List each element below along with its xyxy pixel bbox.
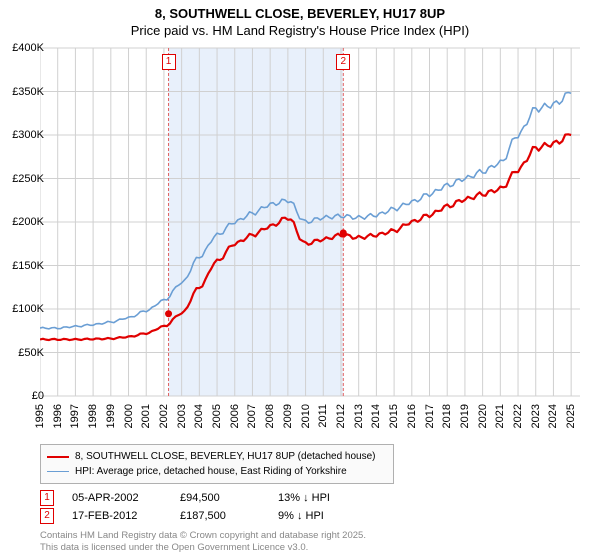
- ytick-label: £0: [32, 390, 44, 402]
- legend-item: HPI: Average price, detached house, East…: [47, 464, 387, 479]
- event-price: £187,500: [180, 508, 260, 526]
- event-marker: 1: [40, 490, 54, 506]
- xtick-label: 2012: [335, 404, 347, 428]
- xtick-label: 2009: [282, 404, 294, 428]
- xtick-label: 2003: [176, 404, 188, 428]
- xtick-label: 1998: [87, 404, 99, 428]
- title-line2: Price paid vs. HM Land Registry's House …: [0, 23, 600, 38]
- xtick-label: 2007: [246, 404, 258, 428]
- footer-line1: Contains HM Land Registry data © Crown c…: [40, 530, 366, 542]
- event-row: 2 17-FEB-2012 £187,500 9% ↓ HPI: [40, 508, 368, 526]
- ytick-label: £50K: [18, 347, 44, 359]
- event-diff: 13% ↓ HPI: [278, 490, 368, 508]
- xtick-label: 2001: [140, 404, 152, 428]
- chart-area: [40, 44, 588, 400]
- xtick-label: 1996: [52, 404, 64, 428]
- legend: 8, SOUTHWELL CLOSE, BEVERLEY, HU17 8UP (…: [40, 444, 394, 484]
- legend-label: 8, SOUTHWELL CLOSE, BEVERLEY, HU17 8UP (…: [75, 449, 376, 464]
- xtick-label: 2002: [158, 404, 170, 428]
- event-row: 1 05-APR-2002 £94,500 13% ↓ HPI: [40, 490, 368, 508]
- event-date: 17-FEB-2012: [72, 508, 162, 526]
- xtick-label: 1999: [105, 404, 117, 428]
- xtick-label: 2022: [512, 404, 524, 428]
- event-price: £94,500: [180, 490, 260, 508]
- xtick-label: 2016: [406, 404, 418, 428]
- chart-container: 8, SOUTHWELL CLOSE, BEVERLEY, HU17 8UP P…: [0, 0, 600, 560]
- event-marker: 2: [40, 508, 54, 524]
- annotation-marker: 2: [336, 54, 350, 70]
- xtick-label: 2006: [229, 404, 241, 428]
- xtick-label: 2014: [370, 404, 382, 428]
- xtick-label: 2015: [388, 404, 400, 428]
- footer-line2: This data is licensed under the Open Gov…: [40, 542, 366, 554]
- xtick-label: 2004: [193, 404, 205, 428]
- legend-swatch: [47, 456, 69, 458]
- ytick-label: £100K: [12, 303, 44, 315]
- legend-item: 8, SOUTHWELL CLOSE, BEVERLEY, HU17 8UP (…: [47, 449, 387, 464]
- footer: Contains HM Land Registry data © Crown c…: [40, 530, 366, 554]
- xtick-label: 2019: [459, 404, 471, 428]
- title-block: 8, SOUTHWELL CLOSE, BEVERLEY, HU17 8UP P…: [0, 0, 600, 38]
- ytick-label: £300K: [12, 129, 44, 141]
- legend-swatch: [47, 471, 69, 472]
- xtick-label: 2000: [123, 404, 135, 428]
- ytick-label: £150K: [12, 260, 44, 272]
- xtick-label: 1997: [69, 404, 81, 428]
- xtick-label: 2013: [353, 404, 365, 428]
- xtick-label: 2024: [547, 404, 559, 428]
- title-line1: 8, SOUTHWELL CLOSE, BEVERLEY, HU17 8UP: [0, 6, 600, 21]
- xtick-label: 2017: [424, 404, 436, 428]
- ytick-label: £350K: [12, 86, 44, 98]
- xtick-label: 2023: [530, 404, 542, 428]
- ytick-label: £250K: [12, 173, 44, 185]
- annotation-marker: 1: [162, 54, 176, 70]
- xtick-label: 2018: [441, 404, 453, 428]
- xtick-label: 2025: [565, 404, 577, 428]
- xtick-label: 2008: [264, 404, 276, 428]
- xtick-label: 2011: [317, 404, 329, 428]
- xtick-label: 2010: [300, 404, 312, 428]
- xtick-label: 2020: [477, 404, 489, 428]
- legend-label: HPI: Average price, detached house, East…: [75, 464, 347, 479]
- chart-svg: [40, 44, 588, 400]
- xtick-label: 2005: [211, 404, 223, 428]
- xtick-label: 1995: [34, 404, 46, 428]
- event-date: 05-APR-2002: [72, 490, 162, 508]
- xtick-label: 2021: [494, 404, 506, 428]
- events-table: 1 05-APR-2002 £94,500 13% ↓ HPI 2 17-FEB…: [40, 490, 368, 525]
- ytick-label: £400K: [12, 42, 44, 54]
- ytick-label: £200K: [12, 216, 44, 228]
- event-diff: 9% ↓ HPI: [278, 508, 368, 526]
